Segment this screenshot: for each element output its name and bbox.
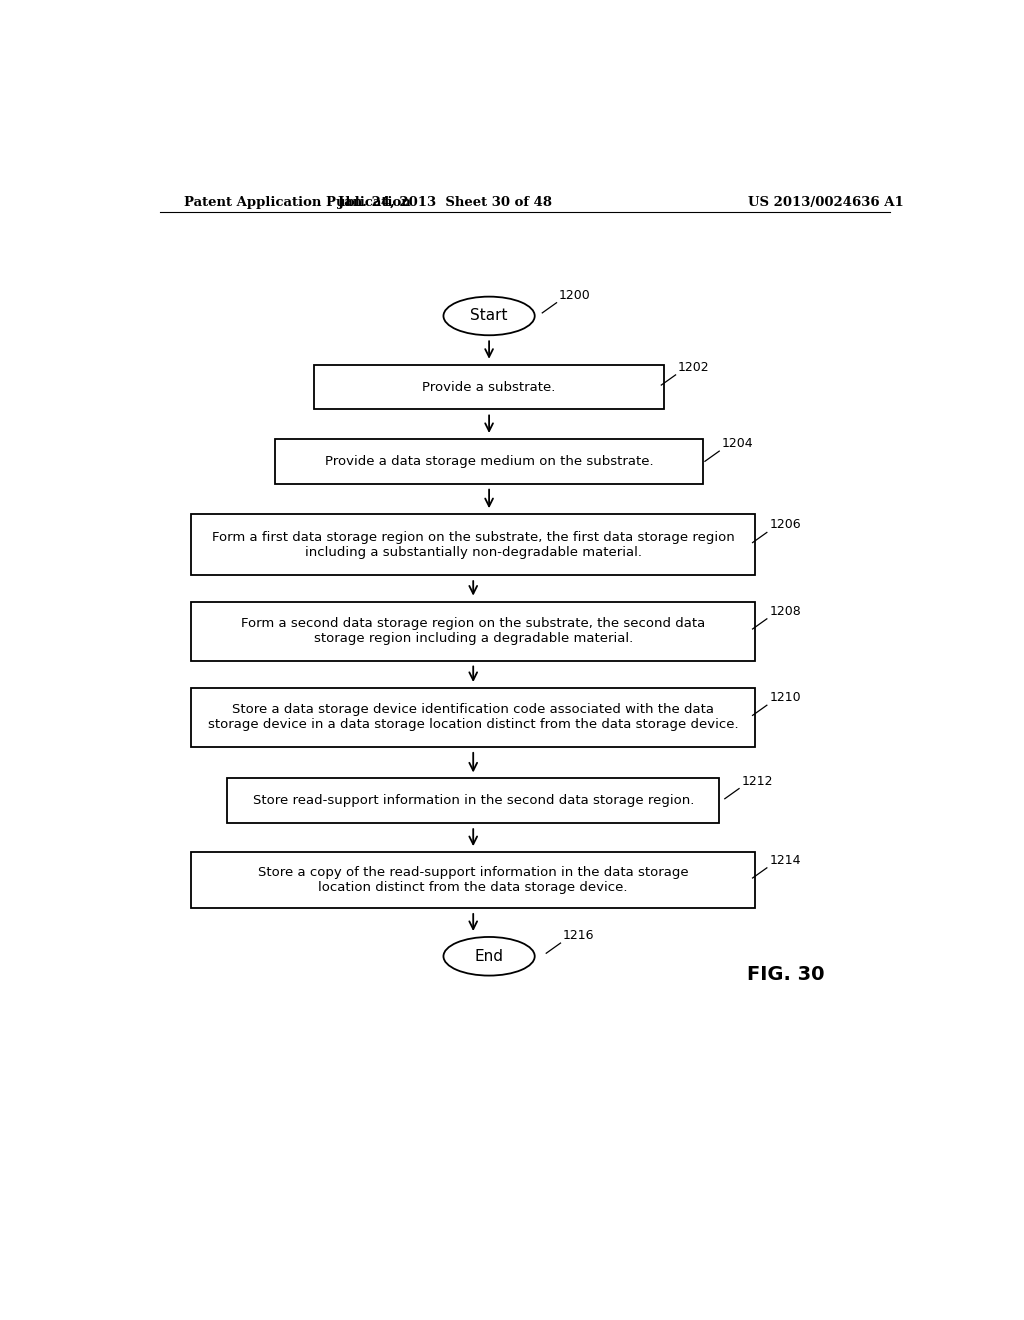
- Text: Form a second data storage region on the substrate, the second data
storage regi: Form a second data storage region on the…: [241, 616, 706, 645]
- Text: Start: Start: [470, 309, 508, 323]
- Text: Form a first data storage region on the substrate, the first data storage region: Form a first data storage region on the …: [212, 531, 734, 558]
- Text: Store a data storage device identification code associated with the data
storage: Store a data storage device identificati…: [208, 704, 738, 731]
- Text: Provide a substrate.: Provide a substrate.: [423, 380, 556, 393]
- Text: 1212: 1212: [741, 775, 773, 788]
- Text: 1206: 1206: [769, 519, 801, 532]
- Text: Jan. 24, 2013  Sheet 30 of 48: Jan. 24, 2013 Sheet 30 of 48: [339, 195, 552, 209]
- Text: 1200: 1200: [559, 289, 591, 302]
- Text: 1208: 1208: [769, 605, 801, 618]
- Text: 1214: 1214: [769, 854, 801, 867]
- Text: FIG. 30: FIG. 30: [748, 965, 824, 985]
- Text: 1204: 1204: [722, 437, 754, 450]
- Text: Store a copy of the read-support information in the data storage
location distin: Store a copy of the read-support informa…: [258, 866, 688, 894]
- Text: Patent Application Publication: Patent Application Publication: [183, 195, 411, 209]
- Text: US 2013/0024636 A1: US 2013/0024636 A1: [749, 195, 904, 209]
- Text: End: End: [474, 949, 504, 964]
- Text: Provide a data storage medium on the substrate.: Provide a data storage medium on the sub…: [325, 455, 653, 467]
- Text: Store read-support information in the second data storage region.: Store read-support information in the se…: [253, 795, 694, 808]
- Text: 1210: 1210: [769, 692, 801, 704]
- Text: 1216: 1216: [563, 929, 594, 942]
- Text: 1202: 1202: [678, 360, 710, 374]
